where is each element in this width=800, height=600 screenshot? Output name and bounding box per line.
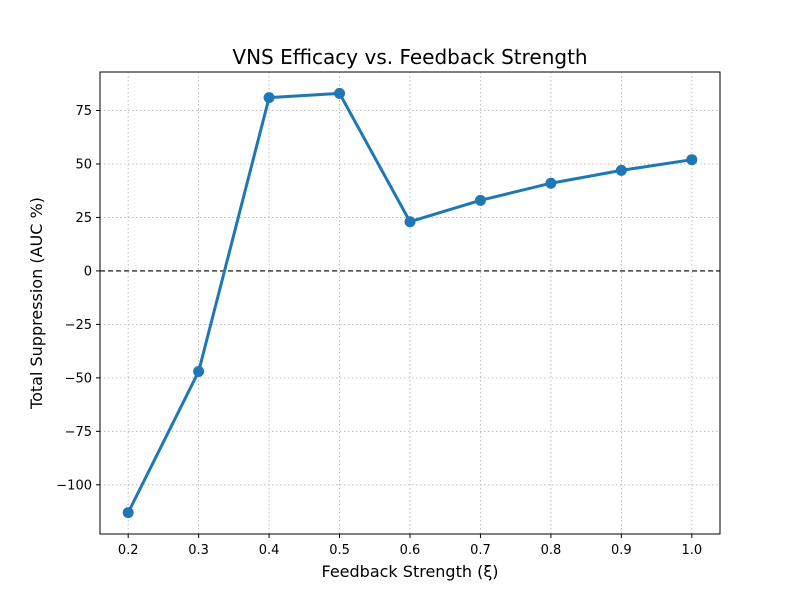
y-tick-label: 25 <box>75 211 92 226</box>
x-tick-label: 0.7 <box>470 543 491 558</box>
data-point <box>474 194 486 206</box>
x-tick-label: 0.9 <box>611 543 632 558</box>
x-tick-label: 0.6 <box>400 543 421 558</box>
y-tick-label: 50 <box>75 157 92 172</box>
data-point <box>404 216 416 228</box>
grid-layer <box>100 72 720 534</box>
x-tick-label: 0.4 <box>259 543 280 558</box>
x-tick-label: 0.5 <box>329 543 350 558</box>
data-point <box>686 154 698 166</box>
data-point <box>545 177 557 189</box>
y-tick-label: 75 <box>75 104 92 119</box>
x-tick-label: 1.0 <box>681 543 702 558</box>
y-tick-label: −100 <box>56 478 92 493</box>
data-point <box>615 164 627 176</box>
y-tick-label: −50 <box>65 371 92 386</box>
data-point <box>334 87 346 99</box>
y-tick-label: 0 <box>84 264 92 279</box>
y-axis-label: Total Suppression (AUC %) <box>27 197 46 410</box>
x-axis-label: Feedback Strength (ξ) <box>322 562 499 581</box>
x-tick-label: 0.3 <box>188 543 209 558</box>
x-tick-label: 0.2 <box>118 543 139 558</box>
series-layer <box>122 87 698 519</box>
data-point <box>263 92 275 104</box>
y-tick-label: −25 <box>65 318 92 333</box>
y-axis-ticks: −100 −75 −50 −25 0 25 50 75 <box>56 104 100 493</box>
data-point <box>122 507 134 519</box>
y-tick-label: −75 <box>65 425 92 440</box>
data-point <box>193 365 205 377</box>
x-tick-label: 0.8 <box>541 543 562 558</box>
chart-title: VNS Efficacy vs. Feedback Strength <box>232 45 587 69</box>
x-axis-ticks: 0.2 0.3 0.4 0.5 0.6 0.7 0.8 0.9 1.0 <box>118 534 702 558</box>
